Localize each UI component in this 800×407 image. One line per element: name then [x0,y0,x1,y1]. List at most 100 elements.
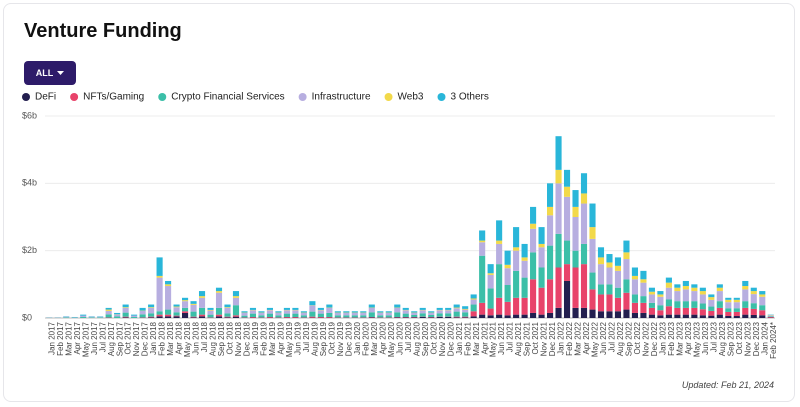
bar-segment [275,311,282,313]
bar-segment [733,311,740,316]
bar-segment [580,193,588,204]
bar-segment [453,307,460,309]
x-tick-label: Jan 2022 [557,321,566,354]
bar-segment [394,312,401,317]
bar-segment [114,312,121,315]
bar-segment [88,316,95,318]
bar-segment [572,267,579,308]
bar-segment [462,309,469,313]
bar-segment [572,250,579,268]
bar-segment [623,252,630,260]
bar-segment [360,315,367,318]
bar-segment [547,312,554,318]
bar-segment [742,289,749,302]
page-title: Venture Funding [24,20,182,42]
bar-segment [156,314,163,317]
x-tick-label: Jul 2019 [302,321,311,352]
bar-segment [445,316,452,318]
bar-segment [377,311,384,313]
bar-segment [547,183,554,207]
legend-swatch [70,93,79,101]
bar-segment [249,316,257,318]
x-tick-label: Dec 2022 [650,321,659,356]
x-tick-label: Aug 2023 [718,321,727,356]
bar-segment [555,307,562,318]
bar-segment [648,291,655,295]
bar-segment [487,288,494,309]
bar-segment [232,296,240,298]
bar-segment [563,196,571,241]
x-tick-label: May 2018 [183,321,192,357]
updated-note: Updated: Feb 21, 2024 [681,380,774,390]
x-tick-label: Dec 2021 [548,321,557,356]
bar-segment [224,316,231,318]
bar-segment [504,250,511,265]
bar-segment [513,227,520,248]
bar-segment [215,307,223,315]
bar-segment [428,311,435,313]
bar-segment [419,307,426,310]
bar-segment [360,312,367,316]
bar-segment [682,314,689,318]
bar-segment [530,206,537,224]
bar-segment [563,280,571,318]
bar-segment [224,307,231,314]
x-tick-label: May 2021 [489,321,498,357]
bar-segment [496,314,503,318]
bar-segment [266,307,273,310]
bar-segment [139,314,146,318]
bar-segment [597,294,605,312]
x-tick-label: Feb 2020 [361,321,370,355]
bar-segment [105,307,112,310]
bar-segment [326,312,333,317]
x-tick-label: Sep 2020 [421,321,430,356]
bar-segment [385,312,392,316]
bar-segment [699,291,706,295]
bar-segment [631,302,638,313]
legend-label: Web3 [398,92,424,103]
bar-segment [623,279,630,293]
x-tick-label: Mar 2022 [574,321,583,355]
bar-segment [419,313,426,317]
bar-segment [462,308,469,310]
bar-segment [538,247,545,268]
bar-segment [300,311,307,313]
bar-segment [699,309,706,316]
bar-segment [682,289,689,302]
bar-segment [674,287,681,292]
bar-segment [63,316,70,318]
bar-segment [148,316,155,318]
bar-segment [173,304,180,307]
bar-segment [674,284,681,288]
bar-segment [258,312,265,316]
bar-segment [249,307,257,310]
filter-button[interactable]: ALL [24,61,76,85]
bar-segment [215,314,223,317]
bar-segment [198,314,206,317]
bar-segment [716,284,723,288]
bar-segment [343,312,350,316]
bar-segment [411,312,418,315]
bar-segment [538,314,545,318]
bar-segment [479,242,486,256]
bar-segment [266,310,273,314]
bar-segment [394,307,401,313]
x-tick-label: Mar 2020 [370,321,379,355]
bar-segment [589,203,596,228]
bar-segment [300,312,307,316]
x-tick-label: Jun 2020 [395,321,404,354]
bar-segment [631,267,638,276]
bar-segment [411,317,418,318]
bar-segment [708,294,715,298]
x-tick-label: Dec 2018 [243,321,252,356]
x-tick-label: Aug 2021 [514,321,523,356]
x-tick-label: Oct 2020 [429,321,438,354]
x-tick-label: Jul 2023 [709,321,718,352]
bar-segment [733,299,740,303]
bar-segment [182,311,189,313]
bar-segment [224,317,231,318]
bar-segment [640,302,647,313]
bar-segment [521,243,528,258]
x-tick-label: Feb 2022 [565,321,574,355]
x-tick-label: Feb 2021 [463,321,472,355]
